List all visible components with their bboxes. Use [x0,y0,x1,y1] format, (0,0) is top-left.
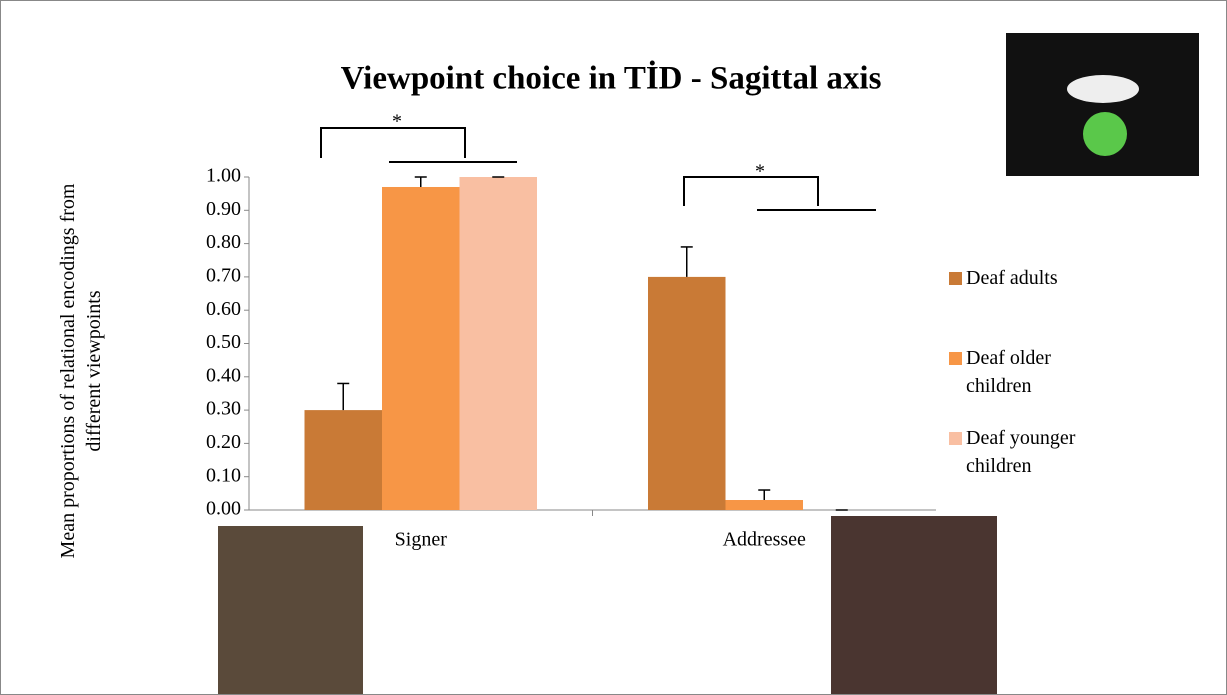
bracket [320,127,466,158]
legend-item: Deaf younger children [949,424,1119,480]
legend-swatch [949,352,962,365]
legend-item: Deaf older children [949,344,1119,400]
bar [459,177,537,510]
y-tick-label: 0.70 [206,264,241,286]
error-bar [680,246,693,277]
error-bar [758,489,771,501]
y-tick-label: 0.60 [206,298,241,320]
bar [382,186,460,511]
bar [725,500,803,510]
y-tick-label: 1.00 [206,165,241,187]
photo-signer [218,526,363,694]
photo-ball [1083,112,1127,156]
y-tick-label: 0.00 [206,498,241,520]
photo-bowl [1067,75,1139,103]
chart-title: Viewpoint choice in TİD - Sagittal axis [341,59,882,97]
legend-label: Deaf younger children [966,427,1076,477]
legend-swatch [949,432,962,445]
y-axis-label: Mean proportions of relational encodings… [57,183,105,559]
error-bar [414,176,427,187]
y-tick-label: 0.20 [206,431,241,453]
significance: * [392,111,402,133]
y-tick-label: 0.10 [206,464,241,486]
x-tick-label: Signer [395,529,448,551]
legend-item: Deaf adults [949,264,1119,292]
legend-swatch [949,272,962,285]
legend-label: Deaf adults [966,267,1058,289]
y-tick-label: 0.50 [206,331,241,353]
bracket [683,176,819,206]
bar [304,410,382,510]
y-tick-label: 0.90 [206,198,241,220]
x-tick-label: Addressee [723,529,806,551]
bar [648,276,726,510]
y-tick-label: 0.30 [206,398,241,420]
photo-addressee [831,516,997,694]
error-bar [337,382,350,411]
legend-label: Deaf older children [966,347,1051,397]
significance: * [755,161,765,183]
y-tick-label: 0.40 [206,364,241,386]
y-tick-label: 0.80 [206,231,241,253]
